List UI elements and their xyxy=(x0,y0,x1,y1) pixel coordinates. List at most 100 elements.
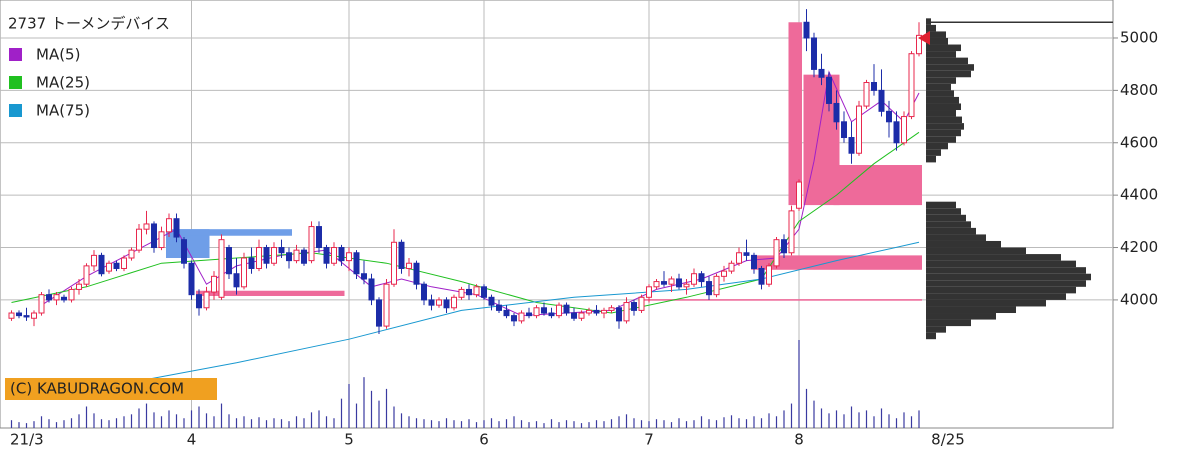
volume-bar xyxy=(573,421,575,428)
legend-label: MA(75) xyxy=(36,102,90,120)
candle-body xyxy=(203,291,210,309)
candle-body xyxy=(706,281,712,296)
volume-bar xyxy=(850,406,853,428)
volume-bar xyxy=(18,422,20,428)
volume-bar xyxy=(888,414,890,428)
volume-bar xyxy=(528,422,530,428)
volume-bar xyxy=(243,416,245,428)
volume-bar xyxy=(820,408,823,428)
candle-body xyxy=(631,302,637,311)
candle-body xyxy=(908,53,915,118)
candle-body xyxy=(811,37,817,70)
profile-bar xyxy=(926,286,1076,294)
y-tick-label: 4800 xyxy=(1120,81,1158,99)
candle-body xyxy=(503,309,510,317)
profile-bar xyxy=(926,51,956,58)
profile-bar xyxy=(926,64,974,71)
volume-bar xyxy=(865,410,868,428)
candle-body xyxy=(586,309,592,314)
candle-body xyxy=(368,278,375,301)
x-tick-label: 5 xyxy=(344,431,354,449)
volume-bar xyxy=(303,418,305,428)
volume-bar xyxy=(198,406,200,428)
candle-body xyxy=(766,265,772,285)
volume-bar xyxy=(145,403,148,428)
legend-swatch xyxy=(9,104,22,117)
volume-bar xyxy=(235,418,238,428)
candle-body xyxy=(398,241,405,269)
volume-bar xyxy=(535,421,538,428)
volume-bar xyxy=(835,410,838,428)
candle-body xyxy=(331,247,337,264)
profile-bar xyxy=(926,299,1046,307)
candle-body xyxy=(218,239,225,298)
candle-body xyxy=(841,121,847,139)
candle-body xyxy=(16,312,22,317)
candle-body xyxy=(263,247,270,264)
volume-bar xyxy=(483,420,485,428)
volume-bar xyxy=(205,413,208,428)
candle-body xyxy=(878,89,885,112)
candle-body xyxy=(61,296,67,301)
volume-bar xyxy=(543,423,545,428)
volume-bar xyxy=(813,400,815,428)
candle-body xyxy=(481,286,487,298)
volume-bar xyxy=(153,412,155,428)
candle-body xyxy=(541,307,547,314)
volume-bar xyxy=(918,410,920,428)
candle-body xyxy=(691,273,697,285)
candle-body xyxy=(901,116,907,144)
volume-bar xyxy=(168,410,170,428)
profile-bar xyxy=(926,44,961,52)
profile-bar xyxy=(926,240,1001,248)
candle-body xyxy=(796,181,802,209)
chart-title: 2737 トーメンデバイス xyxy=(8,15,170,33)
candle-body xyxy=(346,252,352,262)
candle-body xyxy=(578,312,585,319)
candle-body xyxy=(136,228,142,251)
candle-body xyxy=(413,262,420,285)
volume-bar xyxy=(160,416,163,428)
volume-bar xyxy=(288,421,290,428)
volume-bar xyxy=(460,421,463,428)
profile-bar xyxy=(926,155,936,163)
volume-bar xyxy=(93,413,95,428)
x-tick-label: 8 xyxy=(794,431,804,449)
volume-bar xyxy=(228,414,230,428)
volume-bar xyxy=(445,418,448,428)
candle-body xyxy=(106,262,112,272)
volume-bar xyxy=(438,421,440,428)
candle-body xyxy=(518,312,525,322)
candle-body xyxy=(676,278,682,288)
candle-body xyxy=(833,102,840,123)
candle-body xyxy=(391,241,397,285)
volume-bar xyxy=(603,421,605,428)
volume-bar xyxy=(85,406,88,428)
watermark-bg xyxy=(5,378,217,400)
candle-body xyxy=(488,296,495,306)
candle-body xyxy=(803,21,810,39)
volume-bar xyxy=(325,416,328,428)
volume-bar xyxy=(558,422,560,428)
candle-body xyxy=(466,288,472,296)
volume-bar xyxy=(40,416,43,428)
profile-bar xyxy=(926,214,966,222)
volume-bar xyxy=(738,418,740,428)
volume-bar xyxy=(250,419,253,428)
candle-body xyxy=(196,294,202,309)
volume-bar xyxy=(408,416,410,428)
candle-body xyxy=(646,286,652,298)
candle-body xyxy=(158,231,165,249)
price-marker xyxy=(918,30,930,45)
candle-body xyxy=(353,252,360,275)
profile-bar xyxy=(926,267,1086,274)
candle-body xyxy=(76,283,82,290)
candle-body xyxy=(871,82,877,91)
volume-bar xyxy=(258,417,260,428)
candle-body xyxy=(151,223,157,249)
profile-bar xyxy=(926,83,951,91)
candle-body xyxy=(638,296,645,311)
candle-body xyxy=(406,262,412,269)
candle-body xyxy=(68,288,75,301)
profile-bar xyxy=(926,306,1016,314)
